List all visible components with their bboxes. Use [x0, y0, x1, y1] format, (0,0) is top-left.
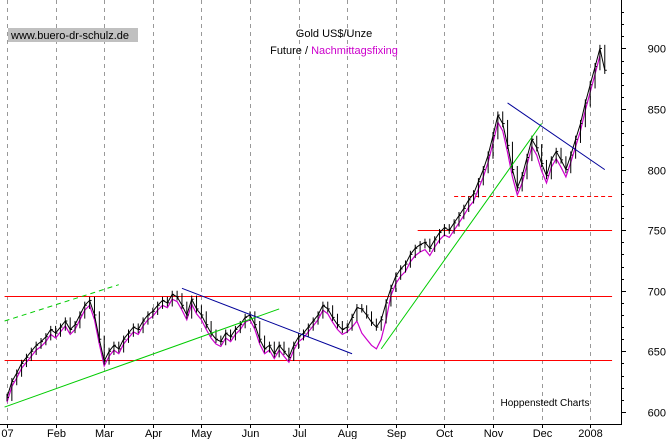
y-axis-ticks: 600 650 700 750 800 850 900	[621, 12, 666, 420]
y-tick-label-750: 750	[648, 226, 666, 238]
y-tick-label-850: 850	[648, 105, 666, 117]
watermark-text: www.buero-dr-schulz.de	[10, 30, 129, 42]
x-tick-label-07: 07	[1, 428, 13, 439]
chart-title: Gold US$/Unze	[296, 28, 372, 40]
x-tick-label-2008: 2008	[578, 428, 602, 439]
trend-lines	[4, 102, 606, 408]
trend-line-2	[4, 284, 119, 322]
chart-subtitle: Future / Nachmittagsfixing	[270, 45, 398, 57]
credit-text: Hoppenstedt Charts	[501, 398, 590, 409]
subtitle-future: Future /	[270, 45, 311, 57]
trend-line-1	[4, 308, 280, 408]
subtitle-fixing: Nachmittagsfixing	[311, 45, 398, 57]
x-tick-label-aug: Aug	[338, 428, 358, 439]
x-tick-label-jul: Jul	[292, 428, 306, 439]
x-tick-label-feb: Feb	[47, 428, 66, 439]
x-tick-label-sep: Sep	[387, 428, 407, 439]
series-future-line	[6, 48, 606, 398]
x-tick-label-mar: Mar	[95, 428, 114, 439]
x-tick-label-may: May	[191, 428, 212, 439]
y-tick-label-900: 900	[648, 44, 666, 56]
trend-line-4	[380, 123, 543, 350]
watermark-badge: www.buero-dr-schulz.de	[8, 28, 138, 42]
x-axis-ticks: 07 Feb Mar Apr May Jun Jul Aug Sep Oct Nov Dec 2008	[1, 424, 603, 439]
price-series	[6, 44, 607, 403]
y-tick-label-650: 650	[648, 347, 666, 359]
x-tick-label-dec: Dec	[533, 428, 553, 439]
trend-line-5	[507, 102, 606, 171]
x-tick-label-nov: Nov	[484, 428, 504, 439]
trend-line-3	[181, 287, 353, 355]
y-tick-label-800: 800	[648, 166, 666, 178]
x-tick-label-jun: Jun	[242, 428, 260, 439]
watermark-background	[8, 28, 138, 42]
x-tick-label-apr: Apr	[145, 428, 162, 439]
y-tick-label-700: 700	[648, 287, 666, 299]
x-tick-label-oct: Oct	[436, 428, 453, 439]
y-tick-label-600: 600	[648, 408, 666, 420]
